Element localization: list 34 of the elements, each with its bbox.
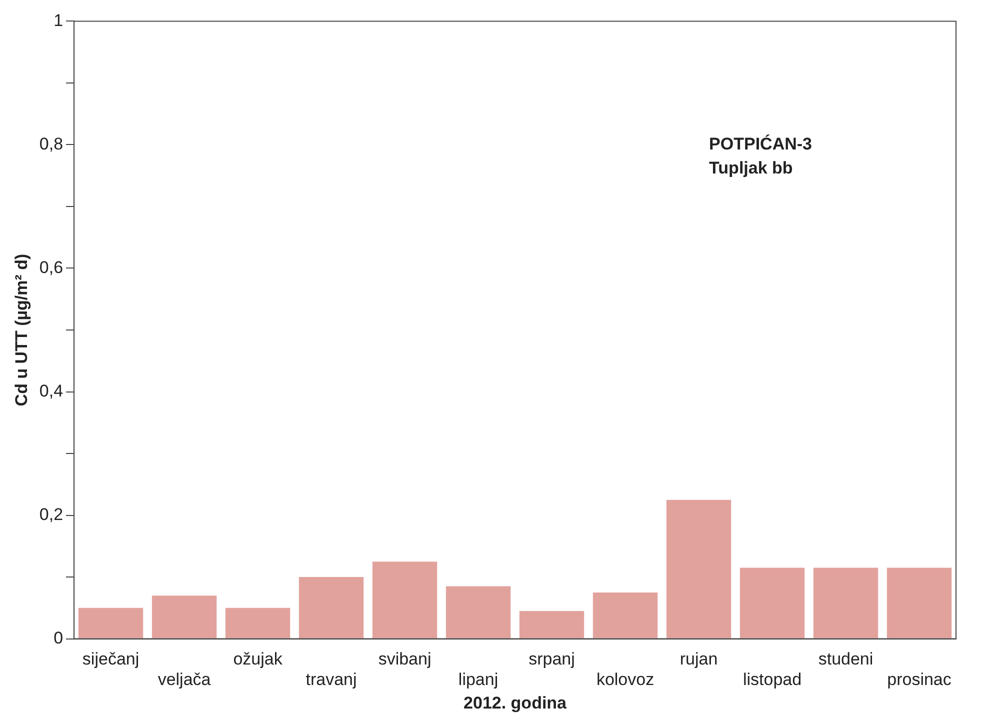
x-tick-label: lipanj <box>458 670 498 690</box>
x-tick-label: siječanj <box>82 650 140 669</box>
y-tick-label: 0,4 <box>39 381 64 400</box>
bar <box>886 568 952 638</box>
x-tick-label: listopad <box>742 670 802 690</box>
x-tick-label: rujan <box>680 650 718 669</box>
x-tick-label: svibanj <box>378 650 432 669</box>
y-axis-title: Cd u UTT (µg/m² d) <box>12 254 31 406</box>
x-tick-label: studeni <box>818 650 874 669</box>
y-tick-label: 0 <box>54 628 64 648</box>
annotation: POTPIĆAN-3 <box>709 133 812 154</box>
bar <box>298 577 364 638</box>
x-tick-label: veljača <box>158 670 212 690</box>
y-tick-label: 0,2 <box>39 504 64 524</box>
y-tick-label: 0,6 <box>39 258 64 277</box>
bar <box>666 500 732 638</box>
x-tick-label: travanj <box>306 670 357 690</box>
bar <box>813 568 878 638</box>
y-tick-label: 1 <box>54 10 64 30</box>
x-tick-label: prosinac <box>887 670 952 690</box>
bar <box>78 608 144 638</box>
x-tick-label: kolovoz <box>596 670 654 690</box>
bar <box>225 608 290 638</box>
y-tick-label: 0,8 <box>39 134 64 154</box>
x-tick-label: ožujak <box>233 650 283 669</box>
annotation: Tupljak bb <box>709 158 793 178</box>
x-axis-title: 2012. godina <box>464 693 568 712</box>
bar <box>446 586 511 638</box>
bar <box>519 611 584 638</box>
bar <box>372 562 438 638</box>
bar <box>740 568 805 638</box>
bar <box>592 592 658 638</box>
bar <box>152 596 217 638</box>
x-tick-label: srpanj <box>528 650 575 669</box>
